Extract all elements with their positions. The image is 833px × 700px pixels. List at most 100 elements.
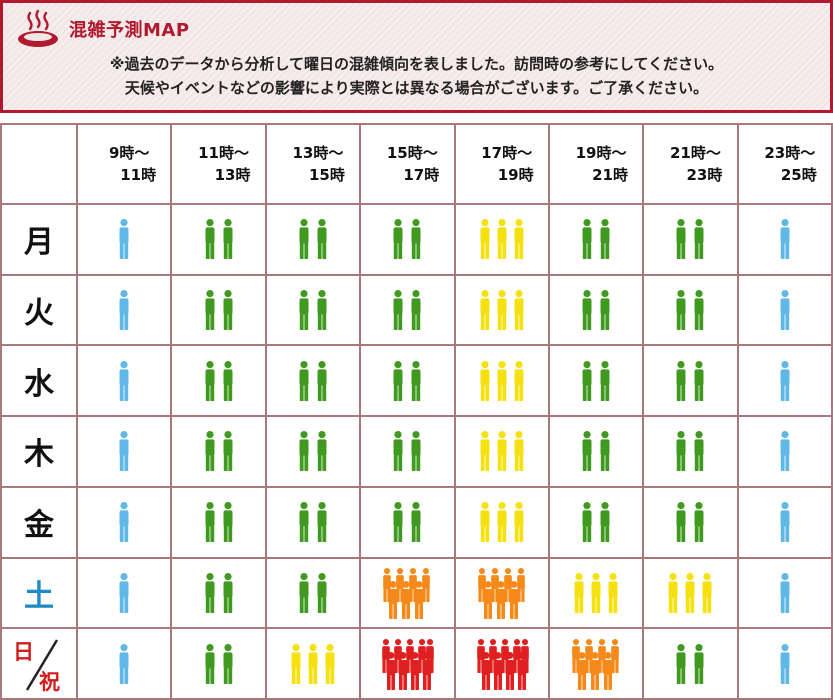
corner-cell [2, 125, 78, 205]
person-group-icon [480, 431, 524, 472]
crowd-level-cell [455, 346, 550, 418]
person-group-icon [205, 572, 233, 613]
crowd-level-cell [549, 629, 645, 700]
crowd-level-cell [78, 487, 173, 559]
crowd-level-cell [549, 487, 645, 559]
onsen-hot-spring-icon [18, 9, 58, 47]
person-group-icon [582, 502, 610, 543]
day-label: 土 [24, 578, 54, 614]
header-banner: 混雑予測MAP ※過去のデータから分析して曜日の混雑傾向を表しました。訪問時の参… [0, 0, 833, 113]
person-group-icon [291, 643, 335, 684]
person-group-icon [676, 360, 704, 401]
day-label: 月 [24, 225, 54, 261]
person-group-icon [676, 219, 704, 260]
person-group-icon [383, 567, 431, 619]
person-group-icon [119, 219, 129, 260]
day-label-cell: 土 [2, 558, 78, 630]
crowd-level-cell [455, 487, 550, 559]
crowd-level-cell [78, 205, 173, 276]
person-group-icon [480, 502, 524, 543]
time-slot-start: 13時～ [292, 144, 344, 162]
sunday-holiday-label: 日祝 [11, 634, 67, 694]
person-group-icon [780, 360, 790, 401]
time-slot-end: 15時 [309, 166, 345, 184]
time-slot-header: 21時～ 23時 [644, 125, 739, 205]
time-slot-header: 17時～ 19時 [455, 125, 550, 205]
person-group-icon [480, 219, 524, 260]
crowd-level-cell [644, 275, 739, 347]
time-slot-end: 13時 [214, 166, 251, 184]
person-group-icon [676, 431, 704, 472]
person-group-icon [668, 572, 712, 613]
crowd-level-cell [738, 558, 833, 630]
crowd-level-cell [738, 417, 833, 488]
day-label: 火 [24, 296, 54, 332]
crowd-level-cell [644, 629, 739, 700]
person-group-icon [780, 431, 790, 472]
person-group-icon [676, 643, 704, 684]
sunday-label: 日 [13, 639, 34, 664]
person-group-icon [393, 502, 421, 543]
crowd-level-cell [361, 417, 456, 488]
time-slot-end: 17時 [403, 166, 440, 184]
person-group-icon [780, 219, 790, 260]
crowd-level-cell [361, 346, 456, 418]
crowd-level-cell [172, 487, 267, 559]
person-group-icon [205, 431, 233, 472]
person-group-icon [582, 431, 610, 472]
person-group-icon [574, 572, 618, 613]
person-group-icon [582, 219, 610, 260]
header-note-line-1: ※過去のデータから分析して曜日の混雑傾向を表しました。訪問時の参考にしてください… [109, 55, 724, 73]
time-slot-start: 17時～ [481, 144, 533, 162]
crowd-level-cell [738, 205, 833, 276]
time-slot-end: 19時 [497, 166, 534, 184]
crowd-level-cell [455, 275, 550, 347]
person-group-icon [119, 290, 129, 331]
day-label-cell: 日祝 [2, 629, 78, 700]
crowd-level-cell [78, 558, 173, 630]
day-label: 水 [24, 366, 54, 402]
time-slot-start: 9時～ [108, 144, 150, 162]
crowd-level-cell [549, 558, 645, 630]
day-label-cell: 水 [2, 346, 78, 418]
person-group-icon [393, 360, 421, 401]
day-label: 木 [24, 437, 54, 473]
time-slot-start: 15時～ [386, 144, 438, 162]
crowd-level-cell [361, 558, 456, 630]
person-group-icon [780, 290, 790, 331]
person-group-icon [205, 290, 233, 331]
person-group-icon [119, 643, 129, 684]
crowd-level-cell [549, 205, 645, 276]
person-group-icon [477, 567, 525, 619]
crowd-level-cell [266, 558, 362, 630]
crowd-level-cell [172, 417, 267, 488]
time-slot-end: 21時 [592, 166, 628, 184]
crowd-level-cell [455, 629, 550, 700]
person-group-icon [572, 638, 619, 690]
crowd-level-cell [455, 417, 550, 488]
slash-divider [25, 638, 59, 691]
person-group-icon [582, 360, 610, 401]
crowd-level-cell [361, 275, 456, 347]
person-group-icon [205, 219, 233, 260]
person-group-icon [119, 431, 129, 472]
crowd-level-cell [738, 275, 833, 347]
person-group-icon [299, 572, 327, 613]
crowd-level-cell [549, 346, 645, 418]
crowd-level-cell [78, 629, 173, 700]
person-group-icon [582, 290, 610, 331]
person-group-icon [205, 643, 233, 684]
person-group-icon [676, 290, 704, 331]
crowd-level-cell [361, 629, 456, 700]
person-group-icon [205, 502, 233, 543]
day-label-cell: 金 [2, 487, 78, 559]
crowd-level-cell [361, 487, 456, 559]
crowd-level-cell [644, 346, 739, 418]
time-slot-end: 25時 [780, 166, 817, 184]
person-group-icon [393, 290, 421, 331]
person-group-icon [119, 502, 129, 543]
header-note-line-2: 天候やイベントなどの影響により実際とは異なる場合がございます。ご了承ください。 [124, 79, 709, 97]
crowd-level-cell [549, 417, 645, 488]
person-group-icon [299, 219, 327, 260]
crowd-level-cell [644, 417, 739, 488]
